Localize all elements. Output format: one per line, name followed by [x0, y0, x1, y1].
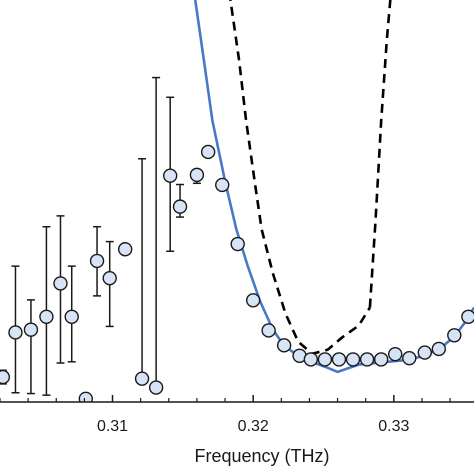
data-point-11 [148, 380, 164, 395]
data-point-7 [89, 253, 105, 269]
fit-lines [193, 0, 474, 374]
data-point-33 [461, 309, 474, 324]
data-point-12 [162, 168, 178, 183]
data-point-3 [39, 309, 54, 324]
data-point-9 [117, 242, 133, 257]
data-point-15 [200, 144, 216, 160]
data-point-5 [64, 309, 79, 324]
x-tick-label-1: 0.32 [238, 418, 269, 435]
data-point-29 [402, 350, 417, 366]
data-point-8 [102, 270, 117, 286]
data-point-10 [134, 371, 150, 386]
data-point-19 [261, 323, 276, 338]
data-point-16 [215, 177, 230, 193]
data-point-4 [53, 276, 68, 291]
data-point-32 [447, 328, 462, 343]
fit-line-solid [193, 0, 474, 374]
data-point-27 [373, 352, 389, 367]
data-point-1 [8, 325, 23, 340]
data-point-25 [345, 352, 361, 367]
data-markers [0, 144, 474, 402]
error-bars [0, 76, 201, 396]
data-point-14 [189, 167, 205, 183]
data-point-23 [317, 352, 333, 367]
data-point-2 [23, 322, 39, 337]
data-point-17 [230, 236, 245, 252]
fit-line-dashed-1 [368, 0, 392, 308]
data-point-6 [78, 391, 93, 402]
data-point-28 [388, 346, 403, 362]
x-tick-label-2: 0.33 [378, 418, 409, 435]
data-point-31 [431, 341, 447, 357]
axes: 0.31 0.32 0.33 [0, 395, 474, 435]
data-point-18 [245, 293, 261, 308]
data-point-20 [276, 338, 292, 353]
plot-area [0, 0, 474, 402]
data-point-24 [331, 352, 347, 367]
data-point-26 [359, 352, 375, 367]
x-tick-label-0: 0.31 [97, 418, 128, 435]
data-point-0 [0, 369, 11, 385]
data-point-22 [303, 352, 319, 367]
x-axis-label: Frequency (THz) [194, 446, 329, 466]
data-point-30 [417, 345, 432, 360]
data-point-13 [172, 199, 188, 214]
fit-line-dashed-0 [229, 0, 372, 356]
